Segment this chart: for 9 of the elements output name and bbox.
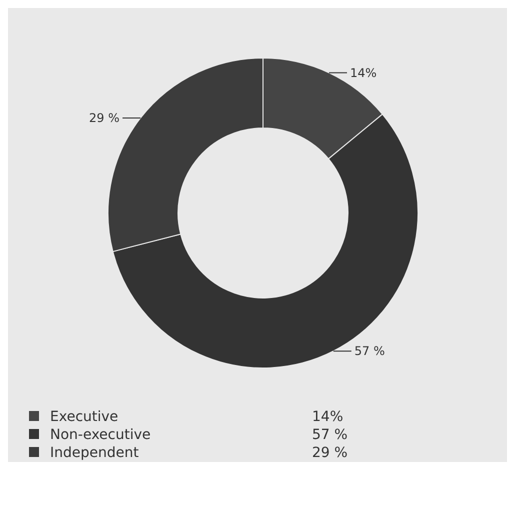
text: 57 % <box>312 427 348 443</box>
text: 14% <box>312 409 344 425</box>
text: 29 % <box>312 445 348 461</box>
data-label: 29 % <box>89 111 120 125</box>
data-label: 57 % <box>354 344 385 358</box>
legend-label: Executive <box>49 408 120 426</box>
legend-label: Independent <box>49 444 140 462</box>
legend-label: Non-executive <box>49 426 152 444</box>
data-label: 14% <box>350 66 377 80</box>
